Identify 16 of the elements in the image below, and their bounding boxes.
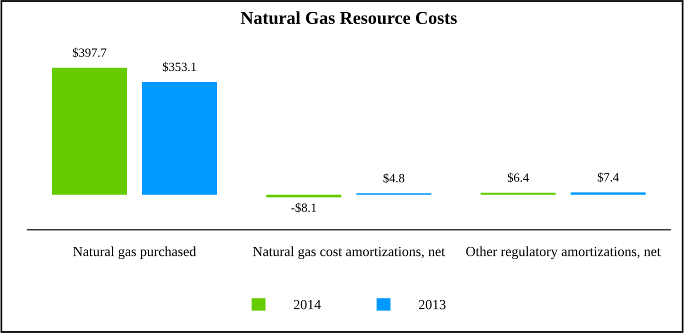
data-label: -$8.1 <box>291 202 316 213</box>
legend-label: 2014 <box>294 300 321 310</box>
bar <box>142 82 218 195</box>
bar <box>52 68 128 195</box>
x-tick-label: Natural gas purchased <box>73 246 196 260</box>
x-tick-label: Other regulatory amortizations, net <box>466 246 661 260</box>
bar <box>570 192 646 195</box>
legend-label: 2013 <box>418 300 446 310</box>
data-label: $397.7 <box>72 48 106 58</box>
data-label: $6.4 <box>508 172 529 183</box>
data-label: $7.4 <box>598 172 619 182</box>
x-tick-label: Natural gas cost amortizations, net <box>253 246 445 260</box>
data-label: $4.8 <box>383 173 404 184</box>
chart-title: Natural Gas Resource Costs <box>240 11 457 24</box>
bar <box>266 194 342 198</box>
data-label: $353.1 <box>162 62 196 72</box>
